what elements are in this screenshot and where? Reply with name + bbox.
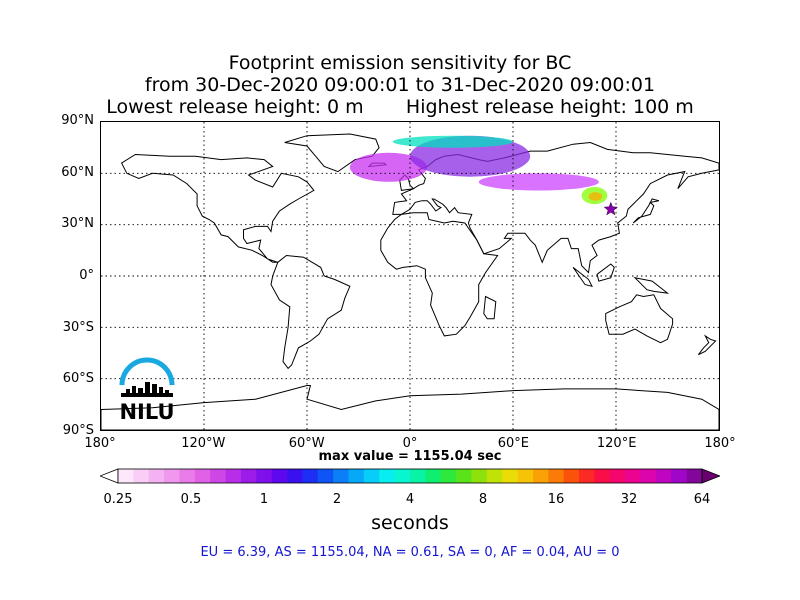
colorbar-swatch [317, 469, 334, 483]
release-site [603, 201, 619, 216]
colorbar-swatch [333, 469, 349, 483]
colorbar-swatch [440, 469, 457, 483]
colorbar-swatch [471, 469, 488, 483]
latitude-label: 30°N [61, 216, 94, 232]
latitude-label: 90°S [62, 423, 94, 438]
colorbar-swatch [609, 469, 626, 483]
colorbar-swatch [256, 469, 273, 483]
logo-arc [119, 357, 175, 386]
colorbar-swatch [225, 469, 242, 483]
colorbar-swatch [548, 469, 565, 483]
landmass-11 [633, 276, 670, 294]
landmass-12 [698, 334, 717, 356]
colorbar-swatch [594, 469, 611, 483]
landmass-8 [632, 198, 660, 224]
latitude-label: 60°N [61, 164, 94, 180]
latitude-label: 90°N [61, 113, 94, 128]
title-line-2: from 30-Dec-2020 09:00:01 to 31-Dec-2020… [144, 74, 656, 96]
logo-buildings [121, 382, 173, 397]
longitude-label: 120°E [596, 436, 637, 451]
colorbar-swatch [425, 469, 442, 483]
sensitivity-plume [349, 135, 608, 205]
colorbar-swatch [348, 469, 365, 483]
colorbar-swatch [164, 469, 180, 483]
colorbar-swatch [148, 469, 165, 483]
latitude-label: 30°S [62, 319, 94, 335]
nilu-logo-icon: NILU [119, 357, 175, 424]
colorbar [100, 468, 720, 484]
colorbar-swatch [486, 469, 503, 483]
landmass-0 [120, 153, 315, 263]
colorbar-under-triangle [100, 468, 119, 484]
landmass-9 [572, 267, 593, 288]
longitude-label: 180° [84, 436, 116, 451]
colorbar-swatch [579, 469, 595, 483]
colorbar-tick-label: 0.25 [103, 492, 133, 507]
latitude-label: 0° [79, 268, 94, 283]
map-frame [100, 121, 720, 431]
colorbar-swatch [133, 469, 150, 483]
longitude-label: 180° [704, 436, 736, 451]
colorbar-tick-label: 16 [547, 492, 565, 507]
colorbar-swatch [302, 469, 319, 483]
longitude-label: 60°W [288, 436, 325, 451]
title-line-1: Footprint emission sensitivity for BC [228, 52, 572, 74]
colorbar-swatch [394, 469, 411, 483]
colorbar-swatch [640, 469, 657, 483]
longitude-label: 120°W [181, 436, 226, 451]
gridlines [101, 122, 719, 430]
max-value-label: max value = 1155.04 sec [318, 449, 502, 464]
colorbar-swatch [271, 469, 288, 483]
region-totals: EU = 6.39, AS = 1155.04, NA = 0.61, SA =… [200, 545, 620, 560]
latitude-label: 60°S [62, 371, 94, 387]
colorbar-over-triangle [701, 468, 720, 484]
colorbar-tick-label: 32 [620, 492, 638, 507]
colorbar-frame [117, 468, 703, 484]
colorbar-swatch [194, 469, 211, 483]
plume-region-0 [349, 152, 428, 182]
colorbar-swatch [655, 469, 672, 483]
landmass-1 [270, 254, 351, 370]
longitude-label: 60°E [497, 436, 529, 451]
colorbar-swatch [379, 469, 396, 483]
landmass-3 [380, 212, 499, 337]
longitude-label: 0° [402, 436, 418, 451]
colorbar-tick-label: 1 [259, 492, 269, 507]
colorbar-swatch [240, 469, 257, 483]
colorbar-swatch [563, 469, 580, 483]
colorbar-swatch [118, 469, 134, 483]
colorbar-swatch [179, 469, 196, 483]
world-map [101, 122, 719, 430]
colorbar-swatch [456, 469, 472, 483]
landmass-5 [605, 294, 674, 344]
colorbar-tick-label: 4 [405, 492, 415, 507]
colorbar-swatch [410, 469, 426, 483]
landmass-13 [483, 295, 497, 320]
colorbar-tick-label: 0.5 [180, 492, 202, 507]
plume-region-2 [478, 173, 599, 191]
colorbar-swatch [363, 469, 380, 483]
star-icon [603, 201, 619, 216]
colorbar-swatch [671, 469, 688, 483]
colorbar-tick-label: 64 [693, 492, 711, 507]
colorbar-swatch [287, 469, 303, 483]
colorbar-tick-label: 2 [332, 492, 342, 507]
colorbar-swatch [517, 469, 534, 483]
colorbar-swatch [210, 469, 226, 483]
title-line-3: Lowest release height: 0 m Highest relea… [106, 96, 694, 118]
landmass-6 [101, 385, 719, 430]
plume-region-3 [392, 135, 513, 148]
colorbar-swatch [686, 469, 703, 483]
landmass-10 [596, 263, 615, 282]
logo-text: NILU [119, 400, 174, 424]
colorbar-swatch [502, 469, 518, 483]
colorbar-swatch [532, 469, 549, 483]
colorbar-tick-label: 8 [478, 492, 488, 507]
plume-region-5 [588, 192, 603, 201]
colorbar-units-label: seconds [371, 512, 449, 534]
colorbar-swatch [625, 469, 641, 483]
